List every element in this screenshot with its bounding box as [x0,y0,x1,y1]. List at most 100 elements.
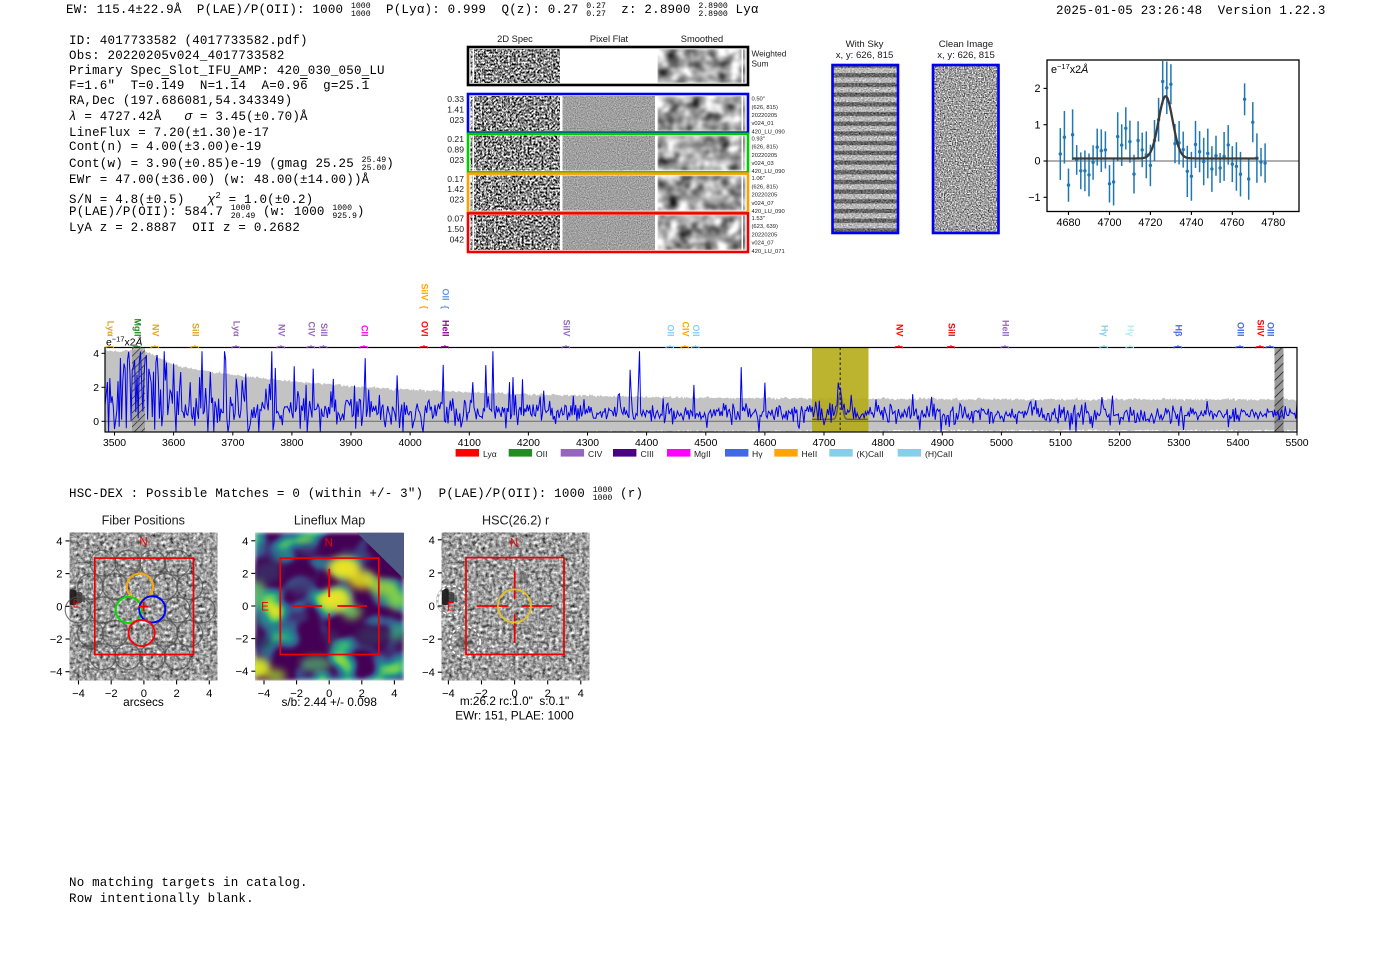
svg-text:3600: 3600 [162,438,185,449]
svg-text:5400: 5400 [1226,438,1249,449]
svg-text:5000: 5000 [990,438,1013,449]
svg-text:4780: 4780 [1261,217,1285,229]
svg-text:x, y: 626, 815: x, y: 626, 815 [836,50,894,61]
svg-text:v024_07: v024_07 [752,241,774,247]
svg-text:0: 0 [56,601,62,613]
svg-text:Lyα: Lyα [106,321,116,337]
svg-text:4300: 4300 [576,438,599,449]
svg-text:MgII: MgII [133,319,143,337]
svg-text:Lyα: Lyα [232,321,242,337]
svg-text:4720: 4720 [1138,217,1162,229]
svg-text:4760: 4760 [1220,217,1244,229]
svg-text:Hγ: Hγ [1100,325,1110,337]
svg-text:e−17x2Å: e−17x2Å [1051,62,1088,76]
svg-text:EWr: 151, PLAE: 1000: EWr: 151, PLAE: 1000 [455,709,574,723]
svg-text:023: 023 [450,195,465,205]
svg-text:4: 4 [578,688,584,700]
svg-text:2: 2 [429,568,435,580]
svg-text:E: E [73,599,81,611]
svg-text:HSC(26.2) r: HSC(26.2) r [482,514,549,528]
svg-text:{: { [681,345,691,349]
svg-text:NV: NV [151,324,161,337]
svg-text:{: { [106,345,116,349]
svg-text:−4: −4 [422,667,435,679]
svg-text:OIII: OIII [1236,322,1246,337]
svg-text:x, y: 626, 815: x, y: 626, 815 [937,50,995,61]
svg-text:4900: 4900 [931,438,954,449]
svg-text:HeII: HeII [802,449,818,459]
svg-text:MgII: MgII [694,449,711,459]
svg-text:5200: 5200 [1108,438,1131,449]
svg-text:2: 2 [359,688,365,700]
svg-text:Smoothed: Smoothed [681,34,723,44]
svg-text:SiIV: SiIV [1256,319,1266,336]
svg-text:−2: −2 [422,634,435,646]
svg-text:(623, 639): (623, 639) [752,224,778,230]
svg-text:4100: 4100 [458,438,481,449]
svg-text:0.17: 0.17 [447,174,464,184]
svg-text:0: 0 [141,688,147,700]
svg-text:0: 0 [1034,156,1040,168]
svg-text:20220205: 20220205 [752,153,778,159]
svg-text:SiIV: SiIV [562,319,572,336]
svg-text:SiII: SiII [947,323,957,337]
svg-text:4: 4 [206,688,212,700]
svg-text:{: { [360,345,370,349]
svg-text:OIII: OIII [1266,322,1276,337]
svg-text:3800: 3800 [280,438,303,449]
svg-text:SiIV: SiIV [420,283,430,300]
svg-text:4680: 4680 [1056,217,1080,229]
svg-text:{: { [1256,345,1266,349]
svg-text:1.53": 1.53" [752,216,765,222]
svg-text:−4: −4 [72,688,85,700]
svg-text:1.41: 1.41 [447,105,464,115]
svg-text:−4: −4 [258,688,271,700]
svg-text:N: N [510,538,518,550]
svg-text:{: { [307,345,317,349]
svg-text:0: 0 [93,417,99,428]
svg-text:N: N [325,538,333,550]
svg-text:arcsecs: arcsecs [123,695,164,709]
svg-text:4700: 4700 [812,438,835,449]
svg-text:{: { [420,345,430,349]
svg-text:4800: 4800 [872,438,895,449]
svg-text:OII: OII [691,324,701,336]
svg-text:−4: −4 [236,666,249,678]
svg-text:2: 2 [93,383,99,394]
svg-text:{: { [1174,345,1184,349]
svg-text:SiII: SiII [191,323,201,337]
svg-text:4200: 4200 [517,438,540,449]
svg-text:5300: 5300 [1167,438,1190,449]
svg-text:Clean Image: Clean Image [939,39,993,50]
svg-text:1.42: 1.42 [447,184,464,194]
svg-text:420_LU_090: 420_LU_090 [752,129,785,135]
svg-text:v024_03: v024_03 [752,161,774,167]
svg-text:NV: NV [895,324,905,337]
svg-text:{: { [420,305,430,309]
svg-text:v024_01: v024_01 [752,121,774,127]
svg-text:0.07: 0.07 [447,214,464,224]
svg-text:Hγ: Hγ [752,449,763,459]
svg-text:CIV: CIV [681,321,691,336]
svg-text:{: { [1266,345,1276,349]
svg-text:2: 2 [242,568,248,580]
svg-text:−2: −2 [290,688,303,700]
svg-text:0.21: 0.21 [447,134,464,144]
svg-text:{: { [232,345,242,349]
svg-text:4: 4 [391,688,397,700]
svg-text:0.33: 0.33 [447,94,464,104]
svg-text:NV: NV [277,324,287,337]
svg-text:20220205: 20220205 [752,113,778,119]
svg-text:2: 2 [56,569,62,581]
svg-text:With Sky: With Sky [846,39,884,50]
svg-text:{: { [1100,345,1110,349]
svg-text:2: 2 [545,688,551,700]
svg-text:(K)CaII: (K)CaII [857,449,884,459]
svg-text:m:26.2 rc:1.0" s:0.1": m:26.2 rc:1.0" s:0.1" [460,694,569,708]
svg-text:0.50": 0.50" [752,97,765,103]
svg-text:5100: 5100 [1049,438,1072,449]
svg-text:v024_07: v024_07 [752,201,774,207]
svg-text:−2: −2 [50,634,63,646]
svg-text:4500: 4500 [694,438,717,449]
svg-text:2: 2 [173,688,179,700]
